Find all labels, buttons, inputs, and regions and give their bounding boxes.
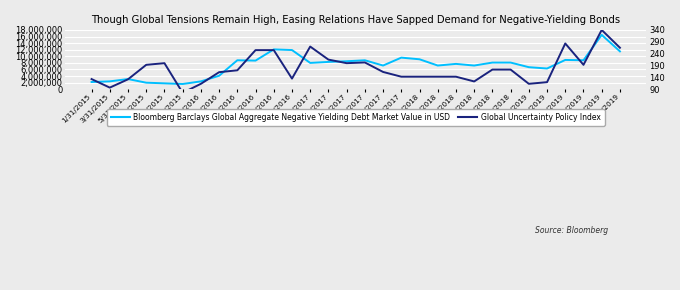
Title: Though Global Tensions Remain High, Easing Relations Have Sapped Demand for Nega: Though Global Tensions Remain High, Easi… — [91, 15, 620, 25]
Text: Source: Bloomberg: Source: Bloomberg — [535, 226, 609, 235]
Legend: Bloomberg Barclays Global Aggregate Negative Yielding Debt Market Value in USD, : Bloomberg Barclays Global Aggregate Nega… — [107, 109, 605, 126]
